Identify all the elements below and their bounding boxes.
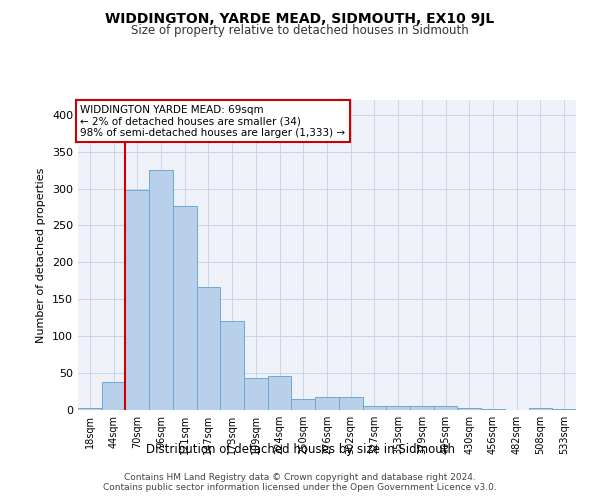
Text: Contains public sector information licensed under the Open Government Licence v3: Contains public sector information licen… [103, 484, 497, 492]
Bar [339, 396, 362, 410]
Bar [220, 320, 244, 410]
Bar [362, 406, 386, 410]
Bar [102, 382, 125, 410]
Bar [244, 378, 268, 410]
Text: Distribution of detached houses by size in Sidmouth: Distribution of detached houses by size … [146, 442, 455, 456]
Bar [78, 408, 102, 410]
Bar [457, 408, 481, 410]
Bar [386, 406, 410, 410]
Bar [125, 190, 149, 410]
Text: Contains HM Land Registry data © Crown copyright and database right 2024.: Contains HM Land Registry data © Crown c… [124, 472, 476, 482]
Bar [149, 170, 173, 410]
Bar [315, 398, 339, 410]
Bar [434, 406, 457, 410]
Bar [410, 406, 434, 410]
Y-axis label: Number of detached properties: Number of detached properties [37, 168, 46, 342]
Bar [529, 408, 552, 410]
Bar [292, 399, 315, 410]
Text: WIDDINGTON YARDE MEAD: 69sqm
← 2% of detached houses are smaller (34)
98% of sem: WIDDINGTON YARDE MEAD: 69sqm ← 2% of det… [80, 104, 346, 138]
Text: Size of property relative to detached houses in Sidmouth: Size of property relative to detached ho… [131, 24, 469, 37]
Bar [197, 286, 220, 410]
Bar [268, 376, 292, 410]
Text: WIDDINGTON, YARDE MEAD, SIDMOUTH, EX10 9JL: WIDDINGTON, YARDE MEAD, SIDMOUTH, EX10 9… [106, 12, 494, 26]
Bar [173, 206, 197, 410]
